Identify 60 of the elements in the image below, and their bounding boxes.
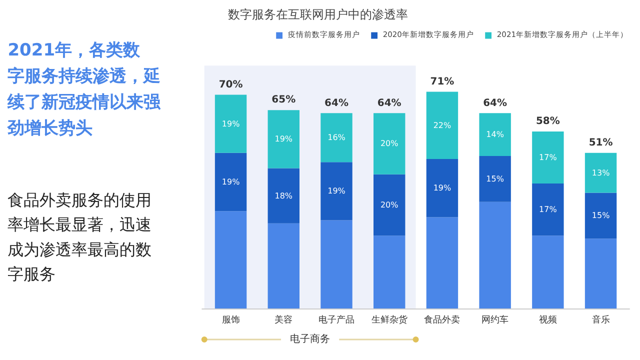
bar <box>426 159 458 218</box>
bar <box>268 223 300 310</box>
bar <box>584 192 617 239</box>
data-label: 15% <box>592 211 610 220</box>
bar <box>268 110 300 168</box>
bar <box>532 131 564 184</box>
data-label: 20% <box>380 200 399 210</box>
data-label: 19% <box>328 186 346 196</box>
data-label: 20% <box>380 139 399 148</box>
x-tick-label: 服饰 <box>222 314 240 326</box>
x-tick-label: 音乐 <box>592 314 610 326</box>
text: 2021年，各类数字服务持续渗透，延续了新冠疫情以来强劲增长势头 <box>6 40 162 139</box>
bar <box>584 152 617 193</box>
bar <box>320 162 352 220</box>
bar <box>426 217 458 310</box>
data-label: 22% <box>433 120 452 130</box>
x-tick-label: 视频 <box>538 314 557 326</box>
bar <box>214 94 247 153</box>
bar <box>374 113 406 174</box>
bar <box>320 220 352 310</box>
data-label: 14% <box>486 130 504 140</box>
bar <box>426 92 458 160</box>
bar <box>214 211 247 310</box>
bar <box>479 156 511 202</box>
x-tick-label: 美容 <box>274 314 293 326</box>
total-label: 51% <box>588 138 613 149</box>
total-label: 64% <box>377 98 402 109</box>
total-label: 64% <box>483 98 508 109</box>
bar <box>479 113 511 156</box>
total-label: 71% <box>430 76 454 88</box>
total-label: 70% <box>218 79 243 90</box>
band-label: 电子商务 <box>290 332 330 345</box>
total-label: 65% <box>272 94 296 106</box>
bar <box>320 113 352 162</box>
x-tick-label: 生鲜杂货 <box>371 314 408 326</box>
bar <box>584 238 617 310</box>
data-label: 17% <box>539 205 558 214</box>
data-label: 13% <box>592 168 610 178</box>
total-label: 58% <box>536 116 560 128</box>
chart-title: 数字服务在互联网用户中的渗透率 <box>228 8 408 22</box>
data-label: 19% <box>433 184 452 193</box>
bar <box>479 202 511 310</box>
bar <box>214 152 247 212</box>
data-label: 18% <box>274 191 293 200</box>
total-label: 64% <box>324 98 348 109</box>
bar <box>374 236 406 310</box>
data-label: 17% <box>539 153 558 162</box>
x-tick-label: 网约车 <box>482 314 509 326</box>
data-label: 19% <box>222 119 240 128</box>
data-label: 16% <box>328 133 346 142</box>
bar <box>532 184 564 236</box>
bar <box>374 174 406 236</box>
bar <box>268 168 300 224</box>
data-label: 19% <box>222 178 240 186</box>
x-tick-label: 食品外卖 <box>424 314 460 326</box>
text: 食品外卖服务的使用率增长最显著，迅速成为渗透率最高的数字服务 <box>8 190 152 284</box>
x-tick-label: 电子产品 <box>318 314 354 326</box>
data-label: 15% <box>486 174 504 184</box>
data-label: 19% <box>274 134 293 144</box>
bar <box>532 236 564 310</box>
